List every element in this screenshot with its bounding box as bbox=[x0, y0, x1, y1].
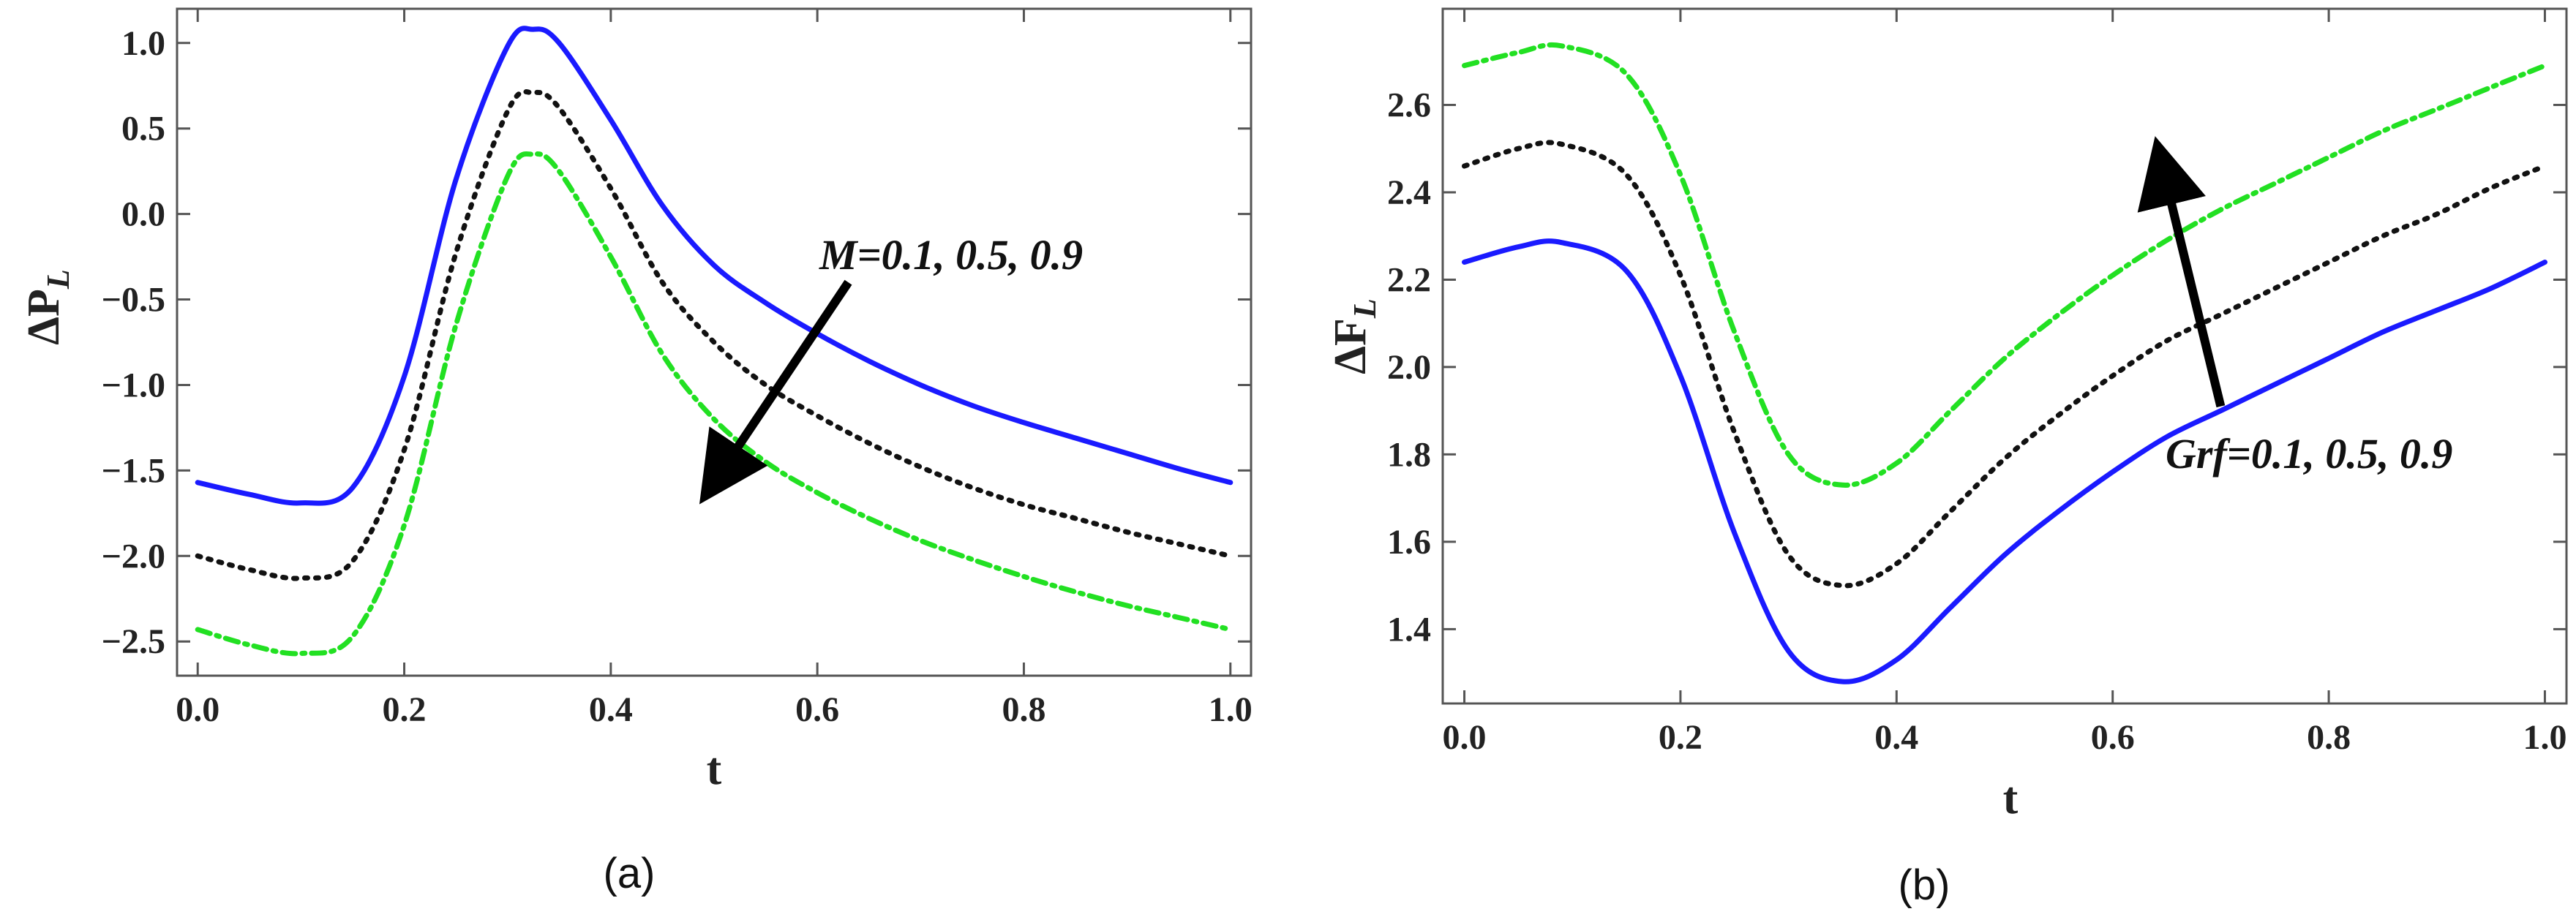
chart-a: 0.0 0.2 0.4 0.6 0.8 1.0 −2.5 −2.0 −1.5 −1.0 −0.5 0.… bbox=[19, 7, 1253, 897]
chart-a-y-tick-label: −0.5 bbox=[102, 281, 165, 320]
chart-a-x-tick-label: 0.6 bbox=[795, 690, 839, 729]
chart-b-y-tick-label: 2.4 bbox=[1387, 173, 1431, 212]
chart-b-x-tick-label: 0.8 bbox=[2307, 718, 2351, 757]
chart-b-series bbox=[1462, 42, 2547, 684]
chart-a-series-line-1 bbox=[195, 26, 1233, 506]
chart-a-y-axis-label-sub: L bbox=[40, 269, 76, 290]
chart-a-x-tick-label: 0.8 bbox=[1002, 690, 1045, 729]
chart-a-x-tick-label: 0.0 bbox=[176, 690, 219, 729]
chart-a-y-axis-label: ΔPL bbox=[19, 269, 76, 345]
chart-a-x-tick-label: 1.0 bbox=[1209, 690, 1253, 729]
chart-b-x-tick-label: 0.0 bbox=[1443, 718, 1487, 757]
chart-a-annotation-arrow bbox=[699, 279, 852, 505]
chart-b-x-tick-label: 0.4 bbox=[1874, 718, 1918, 757]
chart-a-y-tick-label: −1.0 bbox=[102, 366, 165, 404]
chart-b-series-line-2 bbox=[1462, 140, 2547, 589]
chart-a-plot-area bbox=[176, 7, 1253, 677]
chart-b-grid-and-ticks: 0.0 0.2 0.4 0.6 0.8 1.0 1.4 1.6 1.8 2.0 2.2 2.4 2.6 bbox=[1387, 9, 2566, 757]
chart-a-annotation-text: M=0.1, 0.5, 0.9 bbox=[819, 231, 1083, 279]
chart-b-x-tick-label: 1.0 bbox=[2523, 718, 2566, 757]
chart-b-x-tick-label: 0.6 bbox=[2091, 718, 2135, 757]
chart-b-annotation-arrow bbox=[2137, 136, 2226, 408]
chart-a-y-axis-label-main: ΔP bbox=[19, 289, 69, 345]
chart-b-y-tick-label: 2.6 bbox=[1387, 86, 1431, 124]
chart-a-grid-and-ticks: 0.0 0.2 0.4 0.6 0.8 1.0 −2.5 −2.0 −1.5 −1.0 −0.5 0.… bbox=[102, 9, 1253, 729]
chart-a-y-tick-label: 1.0 bbox=[121, 24, 165, 63]
chart-a-series-line-2 bbox=[195, 88, 1233, 581]
chart-b-caption: (b) bbox=[1899, 861, 1950, 909]
chart-b-y-axis-label-main: ΔF bbox=[1326, 318, 1375, 374]
chart-a-y-tick-label: −2.5 bbox=[102, 622, 165, 661]
chart-a-x-tick-label: 0.4 bbox=[589, 690, 633, 729]
chart-b-y-axis-label: ΔFL bbox=[1326, 298, 1383, 374]
chart-b-series-line-3 bbox=[1462, 42, 2547, 488]
chart-a-y-tick-label: −2.0 bbox=[102, 537, 165, 576]
chart-a-y-tick-label: 0.0 bbox=[121, 195, 165, 234]
chart-a-x-tick-label: 0.2 bbox=[383, 690, 427, 729]
chart-b-y-axis-label-sub: L bbox=[1347, 298, 1383, 319]
chart-a-series bbox=[195, 26, 1233, 657]
chart-a-x-axis-label: t bbox=[707, 744, 722, 794]
chart-a-annotation: M=0.1, 0.5, 0.9 bbox=[699, 231, 1083, 505]
chart-b-y-tick-label: 1.8 bbox=[1387, 435, 1431, 474]
chart-b-x-tick-label: 0.2 bbox=[1659, 718, 1702, 757]
chart-a-y-tick-label: 0.5 bbox=[121, 110, 165, 148]
chart-b-plot-area bbox=[1441, 7, 2568, 705]
chart-b-annotation: Grf=0.1, 0.5, 0.9 bbox=[2137, 136, 2452, 478]
chart-a-caption: (a) bbox=[604, 850, 656, 897]
chart-b-series-line-1 bbox=[1462, 238, 2547, 684]
chart-b-y-tick-label: 1.6 bbox=[1387, 523, 1431, 562]
chart-b-annotation-text: Grf=0.1, 0.5, 0.9 bbox=[2166, 430, 2452, 478]
chart-b-y-tick-label: 2.2 bbox=[1387, 260, 1431, 299]
chart-a-series-line-3 bbox=[195, 151, 1233, 657]
chart-b-y-tick-label: 1.4 bbox=[1387, 610, 1431, 649]
chart-b-x-axis-label: t bbox=[2003, 774, 2019, 823]
chart-a-y-tick-label: −1.5 bbox=[102, 451, 165, 490]
chart-b-y-tick-label: 2.0 bbox=[1387, 348, 1431, 387]
chart-b: 0.0 0.2 0.4 0.6 0.8 1.01.41.61.82.02.22.42.6 … bbox=[1326, 7, 2568, 909]
